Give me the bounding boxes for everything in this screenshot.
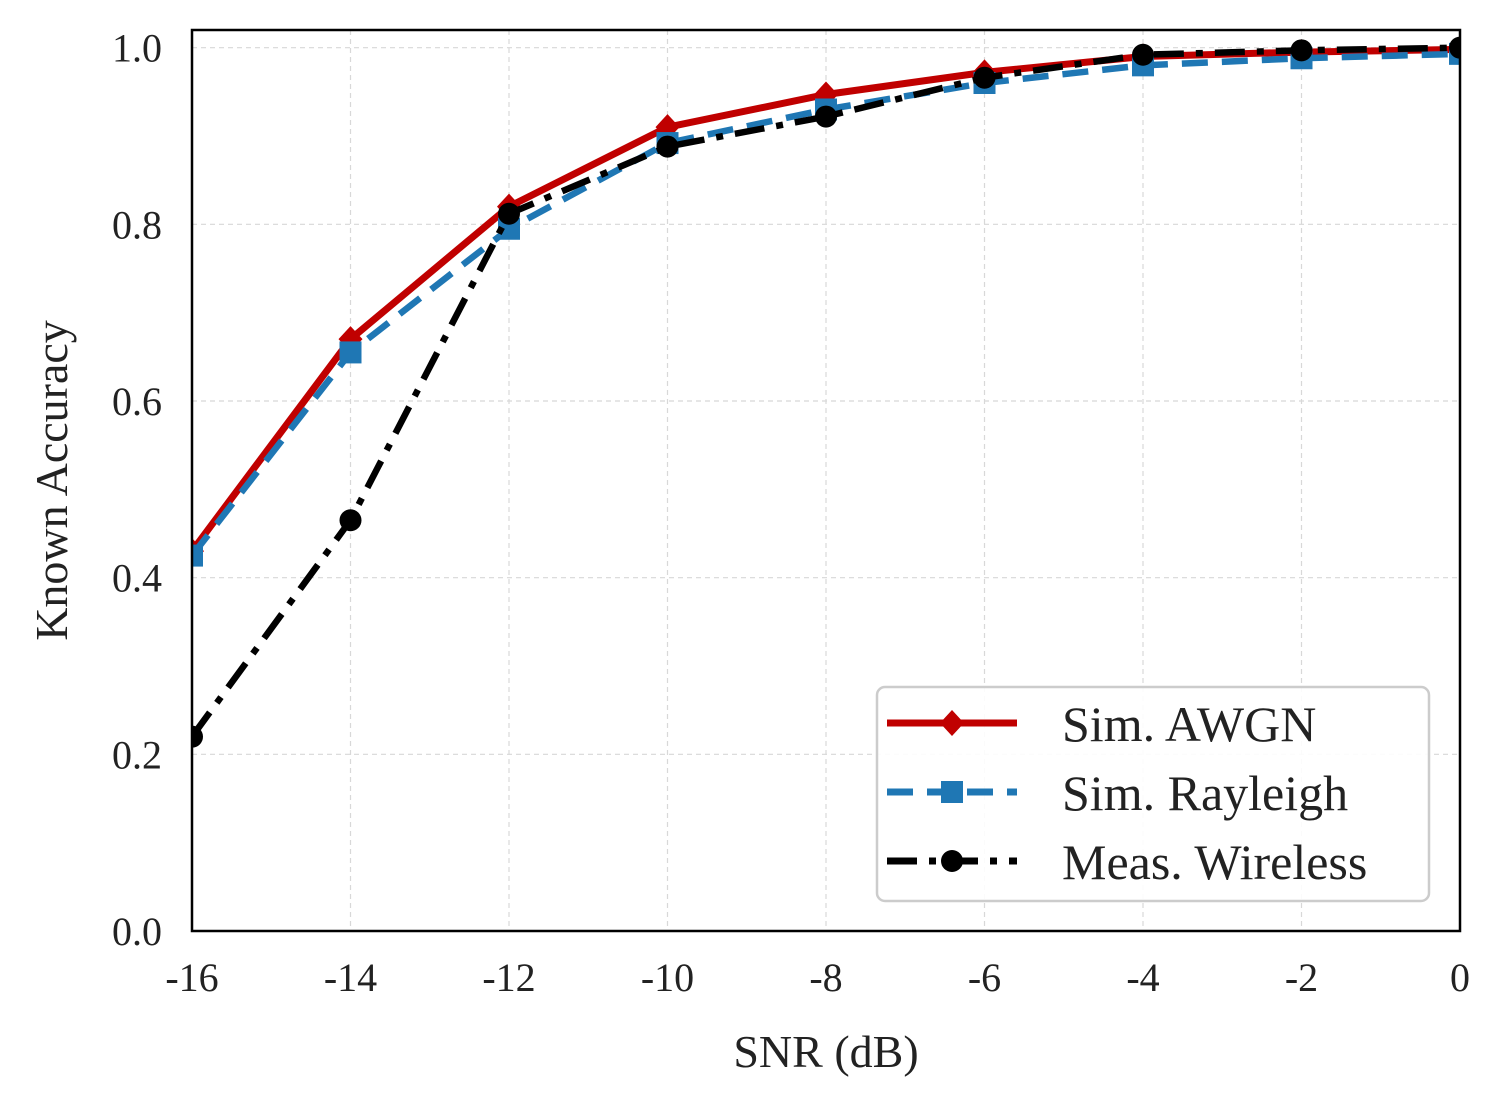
legend-label: Sim. AWGN bbox=[1062, 696, 1316, 752]
x-tick-label: 0 bbox=[1450, 955, 1470, 1000]
legend-label: Meas. Wireless bbox=[1062, 834, 1367, 890]
legend-marker bbox=[940, 710, 964, 736]
x-tick-label: -2 bbox=[1285, 955, 1318, 1000]
series-2 bbox=[192, 36, 1460, 748]
plot-frame bbox=[190, 28, 1462, 933]
y-tick-label: 0.2 bbox=[112, 732, 162, 777]
data-point bbox=[973, 66, 996, 89]
x-tick-label: -6 bbox=[968, 955, 1001, 1000]
legend-label: Sim. Rayleigh bbox=[1062, 765, 1348, 821]
x-tick-label: -8 bbox=[809, 955, 842, 1000]
legend-item-1: Sim. Rayleigh bbox=[887, 765, 1348, 821]
y-axis-ticks: 0.0 0.2 0.4 0.6 0.8 1.0 bbox=[112, 26, 162, 954]
x-tick-label: -12 bbox=[482, 955, 535, 1000]
x-tick-label: -16 bbox=[165, 955, 218, 1000]
legend-item-2: Meas. Wireless bbox=[887, 834, 1367, 890]
data-point bbox=[1132, 43, 1154, 66]
series-line bbox=[192, 44, 1460, 739]
data-point bbox=[339, 509, 362, 532]
x-tick-label: -10 bbox=[641, 955, 694, 1000]
y-tick-label: 0.0 bbox=[112, 909, 162, 954]
legend-box bbox=[875, 685, 1431, 903]
series-layer bbox=[192, 36, 1460, 748]
data-point bbox=[815, 105, 837, 128]
data-point bbox=[339, 341, 362, 364]
data-point bbox=[192, 725, 203, 748]
y-tick-label: 0.6 bbox=[112, 379, 162, 424]
data-point bbox=[1449, 36, 1460, 59]
data-point bbox=[656, 135, 679, 158]
y-tick-label: 0.8 bbox=[112, 202, 162, 247]
data-point bbox=[498, 202, 520, 225]
y-axis-title: Known Accuracy bbox=[26, 320, 77, 641]
data-point bbox=[655, 114, 680, 141]
x-tick-label: -4 bbox=[1126, 955, 1159, 1000]
data-point bbox=[1290, 39, 1313, 62]
y-tick-label: 1.0 bbox=[112, 26, 162, 71]
data-point bbox=[192, 544, 203, 567]
legend: Sim. AWGN Sim. Rayleigh Meas. Wireless bbox=[875, 685, 1431, 903]
x-tick-label: -14 bbox=[324, 955, 377, 1000]
legend-marker bbox=[941, 781, 963, 803]
y-tick-label: 0.4 bbox=[112, 556, 162, 601]
x-axis-ticks: -16 -14 -12 -10 -8 -6 -4 -2 0 bbox=[165, 955, 1470, 1000]
legend-marker bbox=[941, 850, 963, 872]
legend-item-0: Sim. AWGN bbox=[887, 696, 1316, 752]
x-axis-title: SNR (dB) bbox=[733, 1026, 918, 1077]
